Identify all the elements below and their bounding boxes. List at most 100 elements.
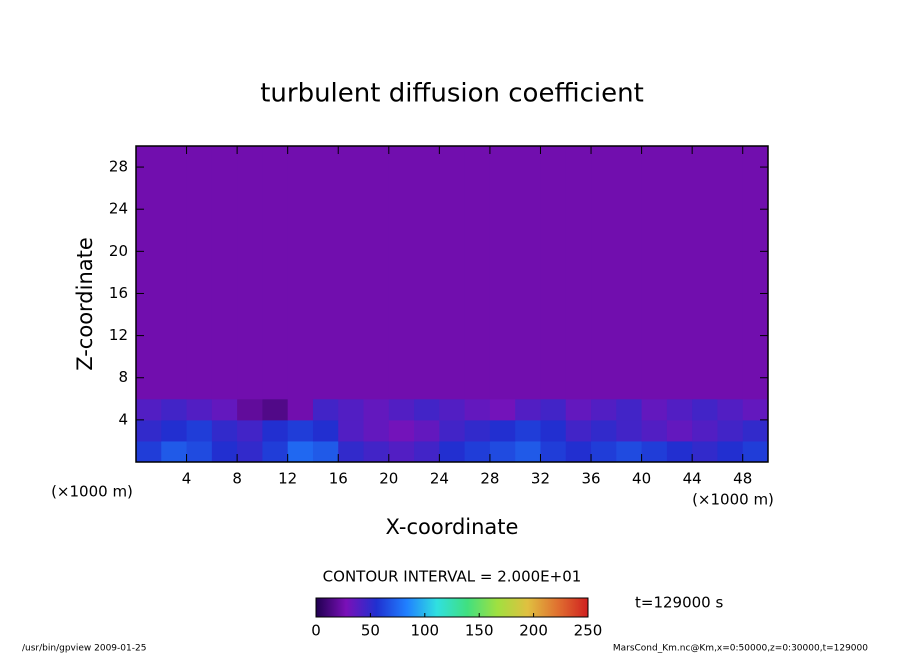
cell	[338, 419, 365, 442]
cell	[515, 146, 541, 400]
cell	[186, 419, 213, 442]
cell	[616, 398, 643, 421]
cell	[136, 146, 162, 400]
y-tick-label: 20	[109, 242, 128, 260]
cell	[312, 419, 339, 442]
x-tick-label: 20	[379, 470, 398, 488]
contour-note: CONTOUR INTERVAL = 2.000E+01	[323, 568, 582, 586]
cell	[136, 419, 162, 442]
cell	[237, 419, 263, 442]
cell	[692, 146, 718, 400]
cell	[717, 146, 744, 400]
cell	[388, 146, 415, 400]
colorbar-tick-label: 200	[519, 622, 548, 640]
cell	[363, 440, 390, 463]
cell	[363, 146, 390, 400]
cell	[211, 419, 238, 442]
cell	[540, 440, 567, 463]
cell	[237, 398, 263, 421]
cell	[515, 419, 541, 442]
cell	[717, 440, 744, 463]
y-tick-label: 12	[109, 326, 128, 344]
cell	[211, 398, 238, 421]
cell	[616, 440, 643, 463]
cell	[464, 146, 491, 400]
cell	[439, 419, 466, 442]
x-tick-label: 44	[683, 470, 702, 488]
cell	[742, 398, 769, 421]
cell	[464, 398, 491, 421]
x-tick-label: 40	[632, 470, 651, 488]
x-tick-label: 28	[480, 470, 499, 488]
cell	[489, 146, 516, 400]
cell	[186, 146, 213, 400]
cell	[338, 440, 365, 463]
footer-right: MarsCond_Km.nc@Km,x=0:50000,z=0:30000,t=…	[613, 644, 868, 654]
cell	[616, 419, 643, 442]
cell	[363, 419, 390, 442]
cell	[540, 146, 567, 400]
cell	[414, 440, 440, 463]
cell	[439, 440, 466, 463]
cell	[616, 146, 643, 400]
cell	[666, 146, 693, 400]
cell	[692, 419, 718, 442]
cell	[717, 398, 744, 421]
cell	[161, 419, 188, 442]
cell	[312, 440, 339, 463]
cell	[388, 398, 415, 421]
cell	[338, 146, 365, 400]
cell	[591, 440, 617, 463]
x-tick-label: 16	[329, 470, 348, 488]
cell	[161, 398, 188, 421]
cell	[414, 419, 440, 442]
cell	[591, 398, 617, 421]
unit-label: (×1000 m)	[692, 491, 774, 509]
time-note: t=129000 s	[635, 594, 723, 612]
x-tick-label: 36	[581, 470, 600, 488]
cell	[312, 146, 339, 400]
cell	[136, 440, 162, 463]
cell	[540, 419, 567, 442]
cell	[540, 398, 567, 421]
x-tick-label: 12	[278, 470, 297, 488]
cell	[414, 398, 440, 421]
cell	[414, 146, 440, 400]
cell	[363, 398, 390, 421]
cell	[641, 146, 668, 400]
cell	[515, 440, 541, 463]
cell	[439, 398, 466, 421]
cell	[591, 419, 617, 442]
cell	[742, 146, 769, 400]
cell	[262, 398, 289, 421]
colorbar	[315, 597, 589, 618]
cell	[489, 419, 516, 442]
y-tick-label: 4	[118, 410, 128, 428]
colorbar-tick-label: 50	[361, 622, 380, 640]
y-tick-label: 16	[109, 284, 128, 302]
cell	[161, 440, 188, 463]
cell	[186, 398, 213, 421]
cell	[287, 419, 314, 442]
cell	[666, 440, 693, 463]
x-tick-label: 24	[430, 470, 449, 488]
cell	[565, 440, 592, 463]
cell	[565, 419, 592, 442]
cell	[641, 398, 668, 421]
cell	[565, 398, 592, 421]
cell	[666, 398, 693, 421]
cell	[186, 440, 213, 463]
cell	[591, 146, 617, 400]
y-axis-label: Z-coordinate	[73, 237, 97, 371]
cell	[211, 146, 238, 400]
cell	[439, 146, 466, 400]
cell	[262, 146, 289, 400]
colorbar-tick-label: 150	[465, 622, 494, 640]
cell	[464, 440, 491, 463]
cell	[641, 419, 668, 442]
colorbar-tick-label: 0	[311, 622, 321, 640]
y-tick-label: 24	[109, 200, 128, 218]
x-tick-label: 32	[531, 470, 550, 488]
y-tick-label: 28	[109, 158, 128, 176]
